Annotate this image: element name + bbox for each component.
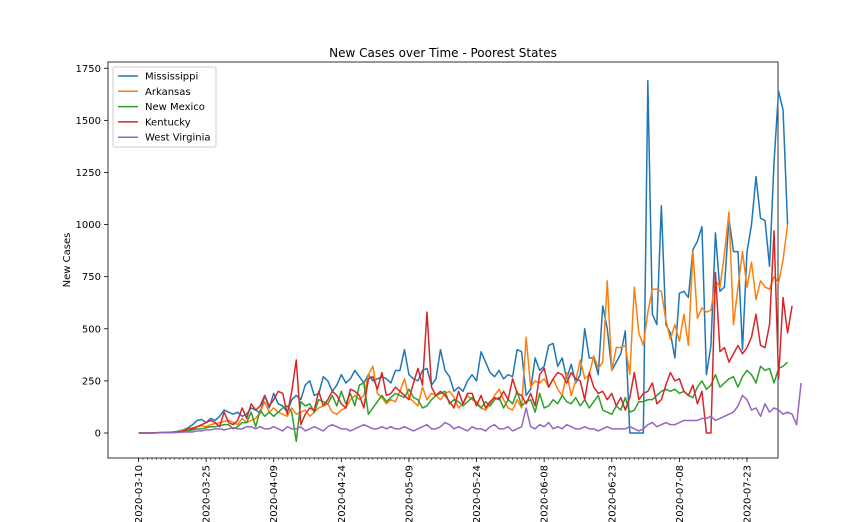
legend-entry: New Mexico	[145, 102, 205, 113]
y-tick-label: 500	[82, 324, 101, 335]
legend-entry: Arkansas	[145, 87, 191, 98]
y-tick-label: 1000	[76, 220, 101, 231]
y-tick-label: 1250	[76, 168, 101, 179]
legend-box	[112, 66, 217, 148]
x-tick-label: 2020-06-23	[607, 465, 618, 522]
y-tick-label: 750	[82, 272, 101, 283]
x-tick-label: 2020-05-24	[472, 465, 483, 522]
series-line-mississippi	[138, 80, 789, 434]
series-line-new-mexico	[138, 361, 789, 443]
chart-title: New Cases over Time - Poorest States	[329, 46, 557, 60]
series-lines	[138, 80, 802, 443]
series-line-west-virginia	[138, 382, 802, 434]
y-tick-label: 1750	[76, 64, 101, 75]
x-tick-label: 2020-04-09	[269, 465, 280, 522]
y-tick-label: 250	[82, 376, 101, 387]
y-axis-label: New Cases	[62, 233, 73, 288]
x-tick-label: 2020-05-09	[404, 465, 415, 522]
x-tick-label: 2020-03-10	[134, 465, 145, 522]
legend: Mississippi Arkansas New Mexico Kentucky Wes…	[112, 66, 217, 148]
plot-area-frame	[107, 61, 779, 459]
legend-entry: Kentucky	[145, 117, 191, 128]
y-tick-label: 1500	[76, 116, 101, 127]
y-axis: 0 250 500 750 1000 1250 1500 1750	[76, 64, 108, 439]
x-tick-label: 2020-07-23	[743, 465, 754, 522]
series-line-kentucky	[138, 230, 793, 434]
x-tick-label: 2020-07-08	[675, 465, 686, 522]
x-tick-label: 2020-06-08	[540, 465, 551, 522]
x-axis: 2020-03-10 2020-03-25 2020-04-09 2020-04-24…	[134, 458, 754, 522]
legend-entry: Mississippi	[145, 72, 198, 83]
x-tick-label: 2020-04-24	[337, 465, 348, 522]
legend-entry: West Virginia	[145, 133, 210, 144]
y-tick-label: 0	[95, 428, 101, 439]
x-tick-label: 2020-03-25	[202, 465, 213, 522]
